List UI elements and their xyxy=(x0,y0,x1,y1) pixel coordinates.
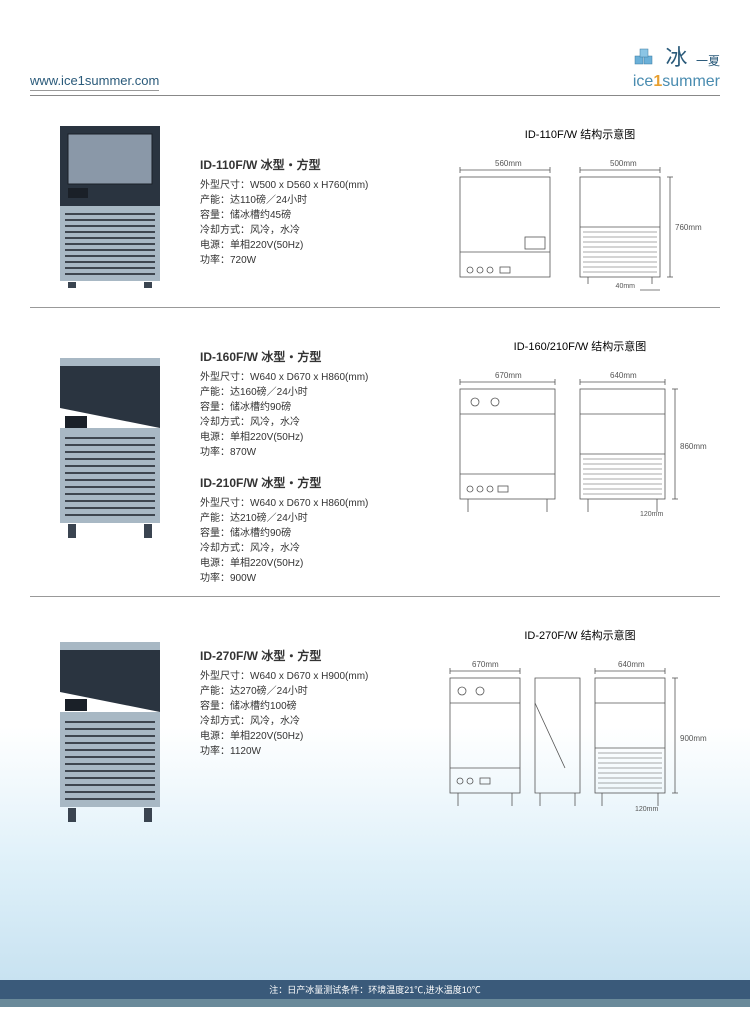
diagram-title: ID-160/210F/W 结构示意图 xyxy=(440,338,720,354)
product-image-1 xyxy=(40,116,180,296)
spec-title: ID-110F/W 冰型・方型 xyxy=(200,156,440,174)
brand-chinese-2: 一夏 xyxy=(696,54,720,68)
specs-block-2: ID-160F/W 冰型・方型 外型尺寸：W640 x D670 x H860(… xyxy=(200,328,440,586)
structure-diagram: 670mm 640mm 900mm 120mm xyxy=(440,653,720,818)
page-header: www.ice1summer.com 冰 一夏 ice1summer xyxy=(0,0,750,91)
svg-text:900mm: 900mm xyxy=(680,734,707,743)
structure-diagram: 560mm 500mm 760mm 40mm xyxy=(440,152,720,292)
svg-text:560mm: 560mm xyxy=(495,159,522,168)
product-section-1: ID-110F/W 冰型・方型 外型尺寸：W500 x D560 x H760(… xyxy=(0,96,750,307)
diagram-block-1: ID-110F/W 结构示意图 560mm 500mm 760mm xyxy=(440,116,720,297)
svg-text:640mm: 640mm xyxy=(610,371,637,380)
product-image-2 xyxy=(40,328,180,548)
ice-cube-icon xyxy=(633,48,657,73)
svg-text:120mm: 120mm xyxy=(640,511,664,518)
website-url: www.ice1summer.com xyxy=(30,73,159,91)
spec-group: ID-160F/W 冰型・方型 外型尺寸：W640 x D670 x H860(… xyxy=(200,348,440,460)
footer-note: 注：日产冰量测试条件：环境温度21℃,进水温度10℃ xyxy=(0,980,750,999)
footer-bar xyxy=(0,999,750,1007)
diagram-title: ID-270F/W 结构示意图 xyxy=(440,627,720,643)
diagram-block-2: ID-160/210F/W 结构示意图 670mm 640mm xyxy=(440,328,720,586)
specs-block-1: ID-110F/W 冰型・方型 外型尺寸：W500 x D560 x H760(… xyxy=(200,116,440,297)
spec-group: ID-270F/W 冰型・方型 外型尺寸：W640 x D670 x H900(… xyxy=(200,647,440,759)
diagram-title: ID-110F/W 结构示意图 xyxy=(440,126,720,142)
svg-text:40mm: 40mm xyxy=(616,283,636,290)
diagram-block-3: ID-270F/W 结构示意图 670mm xyxy=(440,617,720,827)
brand-english: ice1summer xyxy=(633,73,720,91)
brand-logo: 冰 一夏 ice1summer xyxy=(633,40,720,91)
structure-diagram: 670mm 640mm 860mm 120mm xyxy=(440,364,720,524)
svg-text:640mm: 640mm xyxy=(618,660,645,669)
svg-text:670mm: 670mm xyxy=(472,660,499,669)
spec-title: ID-270F/W 冰型・方型 xyxy=(200,647,440,665)
product-image-3 xyxy=(40,617,180,827)
spec-group: ID-110F/W 冰型・方型 外型尺寸：W500 x D560 x H760(… xyxy=(200,156,440,268)
svg-text:670mm: 670mm xyxy=(495,371,522,380)
svg-text:120mm: 120mm xyxy=(635,806,659,813)
svg-text:860mm: 860mm xyxy=(680,442,707,451)
svg-text:500mm: 500mm xyxy=(610,159,637,168)
specs-block-3: ID-270F/W 冰型・方型 外型尺寸：W640 x D670 x H900(… xyxy=(200,617,440,827)
spec-title: ID-210F/W 冰型・方型 xyxy=(200,474,440,492)
brand-chinese-1: 冰 xyxy=(666,45,688,70)
product-section-3: ID-270F/W 冰型・方型 外型尺寸：W640 x D670 x H900(… xyxy=(0,597,750,837)
spec-group: ID-210F/W 冰型・方型 外型尺寸：W640 x D670 x H860(… xyxy=(200,474,440,586)
svg-text:760mm: 760mm xyxy=(675,223,702,232)
spec-title: ID-160F/W 冰型・方型 xyxy=(200,348,440,366)
product-section-2: ID-160F/W 冰型・方型 外型尺寸：W640 x D670 x H860(… xyxy=(0,308,750,596)
